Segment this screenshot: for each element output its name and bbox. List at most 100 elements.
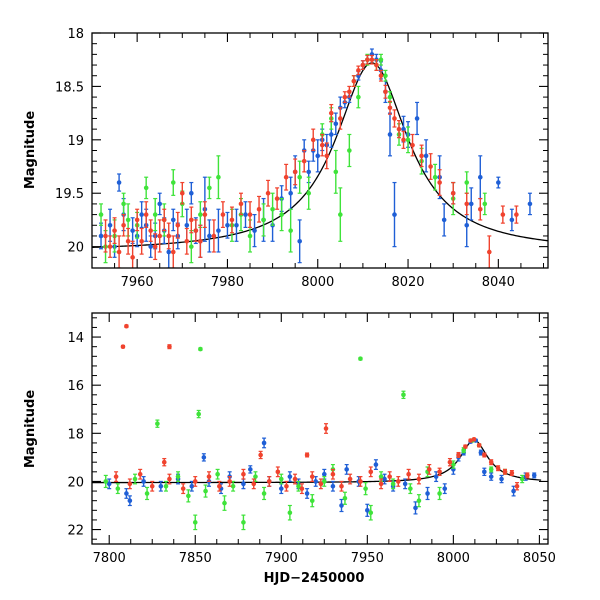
marker [309,474,315,479]
marker [365,508,370,513]
data-point [144,486,150,501]
bottom-plot-area [92,323,542,531]
marker [261,217,266,223]
data-point [292,158,298,186]
marker [189,244,194,249]
data-point [139,201,144,229]
marker [378,73,384,79]
marker [347,148,352,153]
marker [141,479,146,484]
marker [356,68,361,73]
marker [284,483,289,489]
data-point [220,201,226,229]
marker [447,459,453,465]
data-point [390,478,396,490]
marker [368,510,374,516]
marker [241,471,246,477]
data-point [163,480,169,492]
marker [487,249,492,255]
data-point [318,478,324,490]
data-point [437,486,442,501]
marker [319,142,325,148]
marker [241,481,246,487]
data-point [433,471,439,483]
data-point [141,476,146,487]
marker [514,483,520,489]
data-point [161,457,167,467]
data-point [184,227,190,255]
data-point [113,471,119,483]
marker [511,488,516,494]
marker [107,222,113,228]
data-point [405,126,411,154]
marker [365,57,370,63]
marker [392,212,397,217]
marker [450,190,456,196]
marker [477,174,483,180]
data-point [149,480,155,492]
data-point [157,192,163,216]
marker [471,437,477,442]
marker [270,206,275,212]
marker [338,116,343,121]
data-point [463,444,468,449]
marker [256,206,262,212]
data-point [120,344,126,349]
marker [322,479,327,484]
marker [234,222,239,228]
marker [201,455,207,460]
data-point [519,474,525,484]
marker [184,222,190,228]
data-point [423,139,429,173]
marker [287,510,293,516]
marker [252,228,257,233]
data-point [192,476,198,487]
marker [192,520,198,525]
data-point [296,480,301,492]
marker [292,476,298,482]
marker [369,57,375,63]
x-tick-label: 8050 [523,551,556,566]
marker [488,459,494,465]
data-point [488,466,494,473]
x-tick-label: 8020 [391,275,424,290]
data-point [383,84,388,99]
marker [170,249,176,255]
data-point [211,219,217,253]
data-point [206,471,212,483]
x-tick-label: 7950 [351,551,384,566]
marker [442,486,448,491]
marker [514,212,519,217]
data-point [387,112,393,157]
data-point [368,466,374,478]
data-point [167,344,172,350]
data-point [279,197,284,232]
marker [198,346,203,352]
marker [437,491,442,496]
data-point [304,452,310,458]
data-point [155,419,160,428]
data-point [179,181,185,205]
marker [167,344,172,349]
marker [203,488,208,494]
data-point [304,488,310,499]
marker [339,503,344,508]
data-point [442,483,448,495]
marker [163,483,169,489]
data-point [323,423,329,434]
marker [241,520,246,525]
marker [527,201,533,207]
x-tick-label: 8000 [437,551,470,566]
marker [251,481,257,487]
data-point [333,112,339,136]
marker [211,233,217,239]
marker [184,238,190,244]
data-point [406,468,411,480]
marker [419,153,424,159]
x-tick-label: 8040 [482,275,515,290]
marker [358,356,363,362]
data-point [347,133,352,168]
data-point [241,478,246,490]
x-tick-label: 7850 [179,551,212,566]
y-tick-label: 14 [67,331,84,346]
